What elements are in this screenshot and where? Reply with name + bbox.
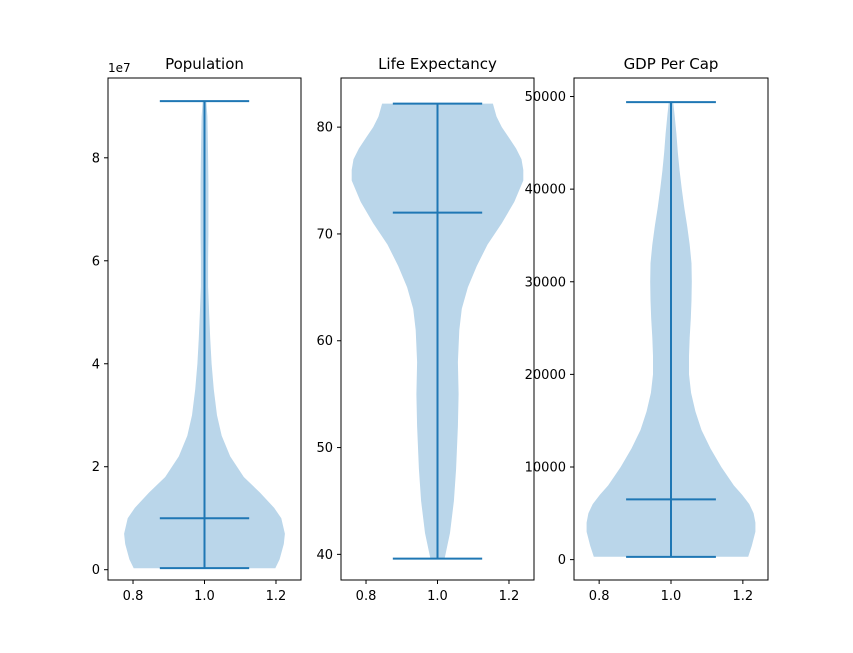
- gdp-per-cap-xtick-label: 1.2: [733, 589, 754, 604]
- life-expectancy-ytick-label: 80: [316, 121, 333, 136]
- life-expectancy-title: Life Expectancy: [378, 55, 497, 73]
- life-expectancy-ytick-label: 70: [316, 227, 333, 242]
- life-expectancy-ytick-label: 50: [316, 441, 333, 456]
- population-title: Population: [165, 55, 244, 73]
- population-ytick-label: 4: [92, 357, 100, 372]
- population-ytick-label: 8: [92, 151, 100, 166]
- population-ytick-label: 2: [92, 460, 100, 475]
- life-expectancy-xtick-label: 0.8: [356, 589, 377, 604]
- population-xtick-label: 0.8: [123, 589, 144, 604]
- gdp-per-cap-xtick-label: 0.8: [589, 589, 610, 604]
- population-xtick-label: 1.0: [194, 589, 215, 604]
- gdp-per-cap-ytick-label: 40000: [525, 183, 566, 198]
- gdp-per-cap-ytick-label: 30000: [525, 275, 566, 290]
- life-expectancy-xtick-label: 1.2: [499, 589, 520, 604]
- population-panel: 0 2 4 6 8 0.8 1.0 1.2 Population 1e7: [92, 55, 302, 604]
- life-expectancy-xtick-label: 1.0: [427, 589, 448, 604]
- gdp-per-cap-ytick-label: 10000: [525, 461, 566, 476]
- gdp-per-cap-ytick-label: 50000: [525, 90, 566, 105]
- gdp-per-cap-xtick-label: 1.0: [661, 589, 682, 604]
- population-xtick-label: 1.2: [266, 589, 287, 604]
- gdp-per-cap-title: GDP Per Cap: [624, 55, 719, 73]
- life-expectancy-panel: 40 50 60 70 80 0.8 1.0 1.2 Life Expectancy: [316, 55, 535, 604]
- gdp-per-cap-panel: 0 10000 20000 30000 40000 50000 0.8 1.0 1.2 GDP P…: [525, 55, 769, 604]
- life-expectancy-ytick-label: 60: [316, 334, 333, 349]
- population-ytick-label: 0: [92, 563, 100, 578]
- gdp-per-cap-ytick-label: 0: [558, 553, 566, 568]
- life-expectancy-ytick-label: 40: [316, 548, 333, 563]
- population-ytick-label: 6: [92, 254, 100, 269]
- population-offset-label: 1e7: [108, 61, 131, 75]
- gdp-per-cap-ytick-label: 20000: [525, 368, 566, 383]
